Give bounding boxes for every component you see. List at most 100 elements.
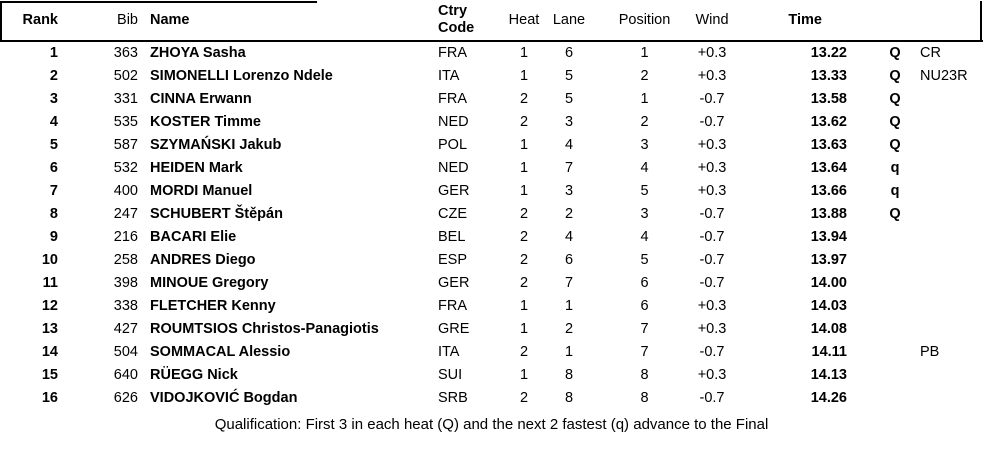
wind-cell: -0.7 [699, 274, 725, 291]
table-row: 5 587 SZYMAŃSKI Jakub POL 1 4 3 +0.3 13.… [0, 133, 983, 156]
position-cell: 8 [640, 389, 649, 406]
table-row: 11 398 MINOUE Gregory GER 2 7 6 -0.7 14.… [0, 271, 983, 294]
heat-cell: 2 [519, 205, 529, 222]
heat-column-header: Heat [508, 11, 540, 28]
country-code-cell: GER [438, 182, 470, 199]
header-row: Rank Bib Name Ctry Code Heat Lane Positi… [0, 0, 983, 41]
time-cell: 13.58 [810, 90, 847, 107]
lane-cell: 8 [564, 366, 574, 383]
wind-cell: +0.3 [697, 297, 727, 314]
bib-column-header: Bib [117, 11, 138, 28]
bib-cell: 587 [113, 136, 138, 153]
heat-cell: 2 [519, 251, 529, 268]
country-code-cell: CZE [438, 205, 467, 222]
athlete-name-cell: VIDOJKOVIĆ Bogdan [150, 389, 298, 406]
lane-cell: 3 [564, 113, 574, 130]
lane-cell: 1 [564, 297, 574, 314]
position-cell: 6 [640, 297, 649, 314]
wind-cell: +0.3 [697, 136, 727, 153]
position-column-header: Position [618, 11, 671, 28]
bib-cell: 331 [113, 90, 138, 107]
rank-cell: 15 [41, 366, 58, 383]
table-row: 4 535 KOSTER Timme NED 2 3 2 -0.7 13.62 … [0, 110, 983, 133]
time-cell: 13.94 [810, 228, 847, 245]
ctry-code-column-header: Ctry Code [430, 0, 502, 41]
wind-cell: -0.7 [699, 113, 725, 130]
time-cell: 13.33 [810, 67, 847, 84]
results-table-header: Rank Bib Name Ctry Code Heat Lane Positi… [0, 0, 983, 41]
position-cell: 5 [640, 251, 649, 268]
table-row: 1 363 ZHOYA Sasha FRA 1 6 1 +0.3 13.22 Q… [0, 41, 983, 64]
heat-cell: 2 [519, 343, 529, 360]
record-remark-cell [907, 225, 983, 248]
athlete-name-cell: BACARI Elie [150, 228, 237, 245]
record-remark-cell [907, 202, 983, 225]
athlete-name-cell: CINNA Erwann [150, 90, 252, 107]
rank-cell: 11 [42, 274, 58, 291]
table-row: 10 258 ANDRES Diego ESP 2 6 5 -0.7 13.97 [0, 248, 983, 271]
heat-cell: 1 [519, 182, 529, 199]
wind-cell: -0.7 [699, 251, 725, 268]
heat-cell: 1 [519, 159, 529, 176]
qualification-cell [849, 386, 907, 409]
qualification-cell [849, 340, 907, 363]
record-remark-cell [907, 179, 983, 202]
wind-cell: -0.7 [699, 228, 725, 245]
time-column-header: Time [788, 11, 822, 28]
country-code-cell: NED [438, 113, 469, 130]
athlete-name-cell: SOMMACAL Alessio [150, 343, 291, 360]
qualification-cell: Q [889, 67, 901, 84]
table-row: 3 331 CINNA Erwann FRA 2 5 1 -0.7 13.58 … [0, 87, 983, 110]
heat-cell: 1 [519, 45, 529, 61]
rank-cell: 6 [49, 159, 58, 176]
lane-cell: 4 [564, 228, 574, 245]
qualification-cell: Q [889, 90, 901, 107]
record-remark-cell [907, 363, 983, 386]
qualification-cell [849, 225, 907, 248]
time-cell: 13.97 [810, 251, 847, 268]
heat-cell: 1 [519, 366, 529, 383]
lane-cell: 3 [564, 182, 574, 199]
position-cell: 4 [640, 228, 649, 245]
wind-cell: +0.3 [697, 182, 727, 199]
athlete-name-cell: MORDI Manuel [150, 182, 253, 199]
country-code-cell: FRA [438, 297, 467, 314]
lane-cell: 7 [564, 159, 574, 176]
country-code-cell: ESP [438, 251, 468, 268]
wind-cell: +0.3 [697, 366, 727, 383]
heat-cell: 1 [519, 136, 529, 153]
bib-cell: 626 [113, 389, 138, 406]
table-row: 13 427 ROUMTSIOS Christos-Panagiotis GRE… [0, 317, 983, 340]
table-row: 9 216 BACARI Elie BEL 2 4 4 -0.7 13.94 [0, 225, 983, 248]
lane-cell: 2 [564, 205, 574, 222]
table-row: 14 504 SOMMACAL Alessio ITA 2 1 7 -0.7 1… [0, 340, 983, 363]
table-row: 12 338 FLETCHER Kenny FRA 1 1 6 +0.3 14.… [0, 294, 983, 317]
athlete-name-cell: MINOUE Gregory [150, 274, 269, 291]
country-code-cell: POL [438, 136, 468, 153]
position-cell: 6 [640, 274, 649, 291]
lane-cell: 5 [564, 67, 574, 84]
results-table-body: 1 363 ZHOYA Sasha FRA 1 6 1 +0.3 13.22 Q… [0, 41, 983, 409]
heat-cell: 1 [519, 67, 529, 84]
table-row: 8 247 SCHUBERT Štěpán CZE 2 2 3 -0.7 13.… [0, 202, 983, 225]
bib-cell: 363 [113, 45, 138, 61]
time-cell: 14.11 [811, 343, 848, 360]
time-cell: 14.08 [810, 320, 847, 337]
athlete-name-cell: SCHUBERT Štěpán [150, 205, 283, 222]
rank-cell: 1 [49, 45, 58, 61]
bib-cell: 400 [113, 182, 138, 199]
record-remark-cell [907, 248, 983, 271]
heat-cell: 2 [519, 274, 529, 291]
position-cell: 1 [640, 45, 649, 61]
rank-cell: 2 [49, 67, 58, 84]
record-remark-cell [907, 110, 983, 133]
record-remark-cell [907, 386, 983, 409]
qualification-rule-note: Qualification: First 3 in each heat (Q) … [214, 416, 769, 433]
athlete-name-cell: ANDRES Diego [150, 251, 256, 268]
lane-cell: 6 [564, 45, 574, 61]
athlete-name-cell: SZYMAŃSKI Jakub [150, 136, 282, 153]
qualification-column-header [849, 0, 907, 41]
table-row: 15 640 RÜEGG Nick SUI 1 8 8 +0.3 14.13 [0, 363, 983, 386]
qualification-cell [849, 363, 907, 386]
record-remark-cell [907, 87, 983, 110]
